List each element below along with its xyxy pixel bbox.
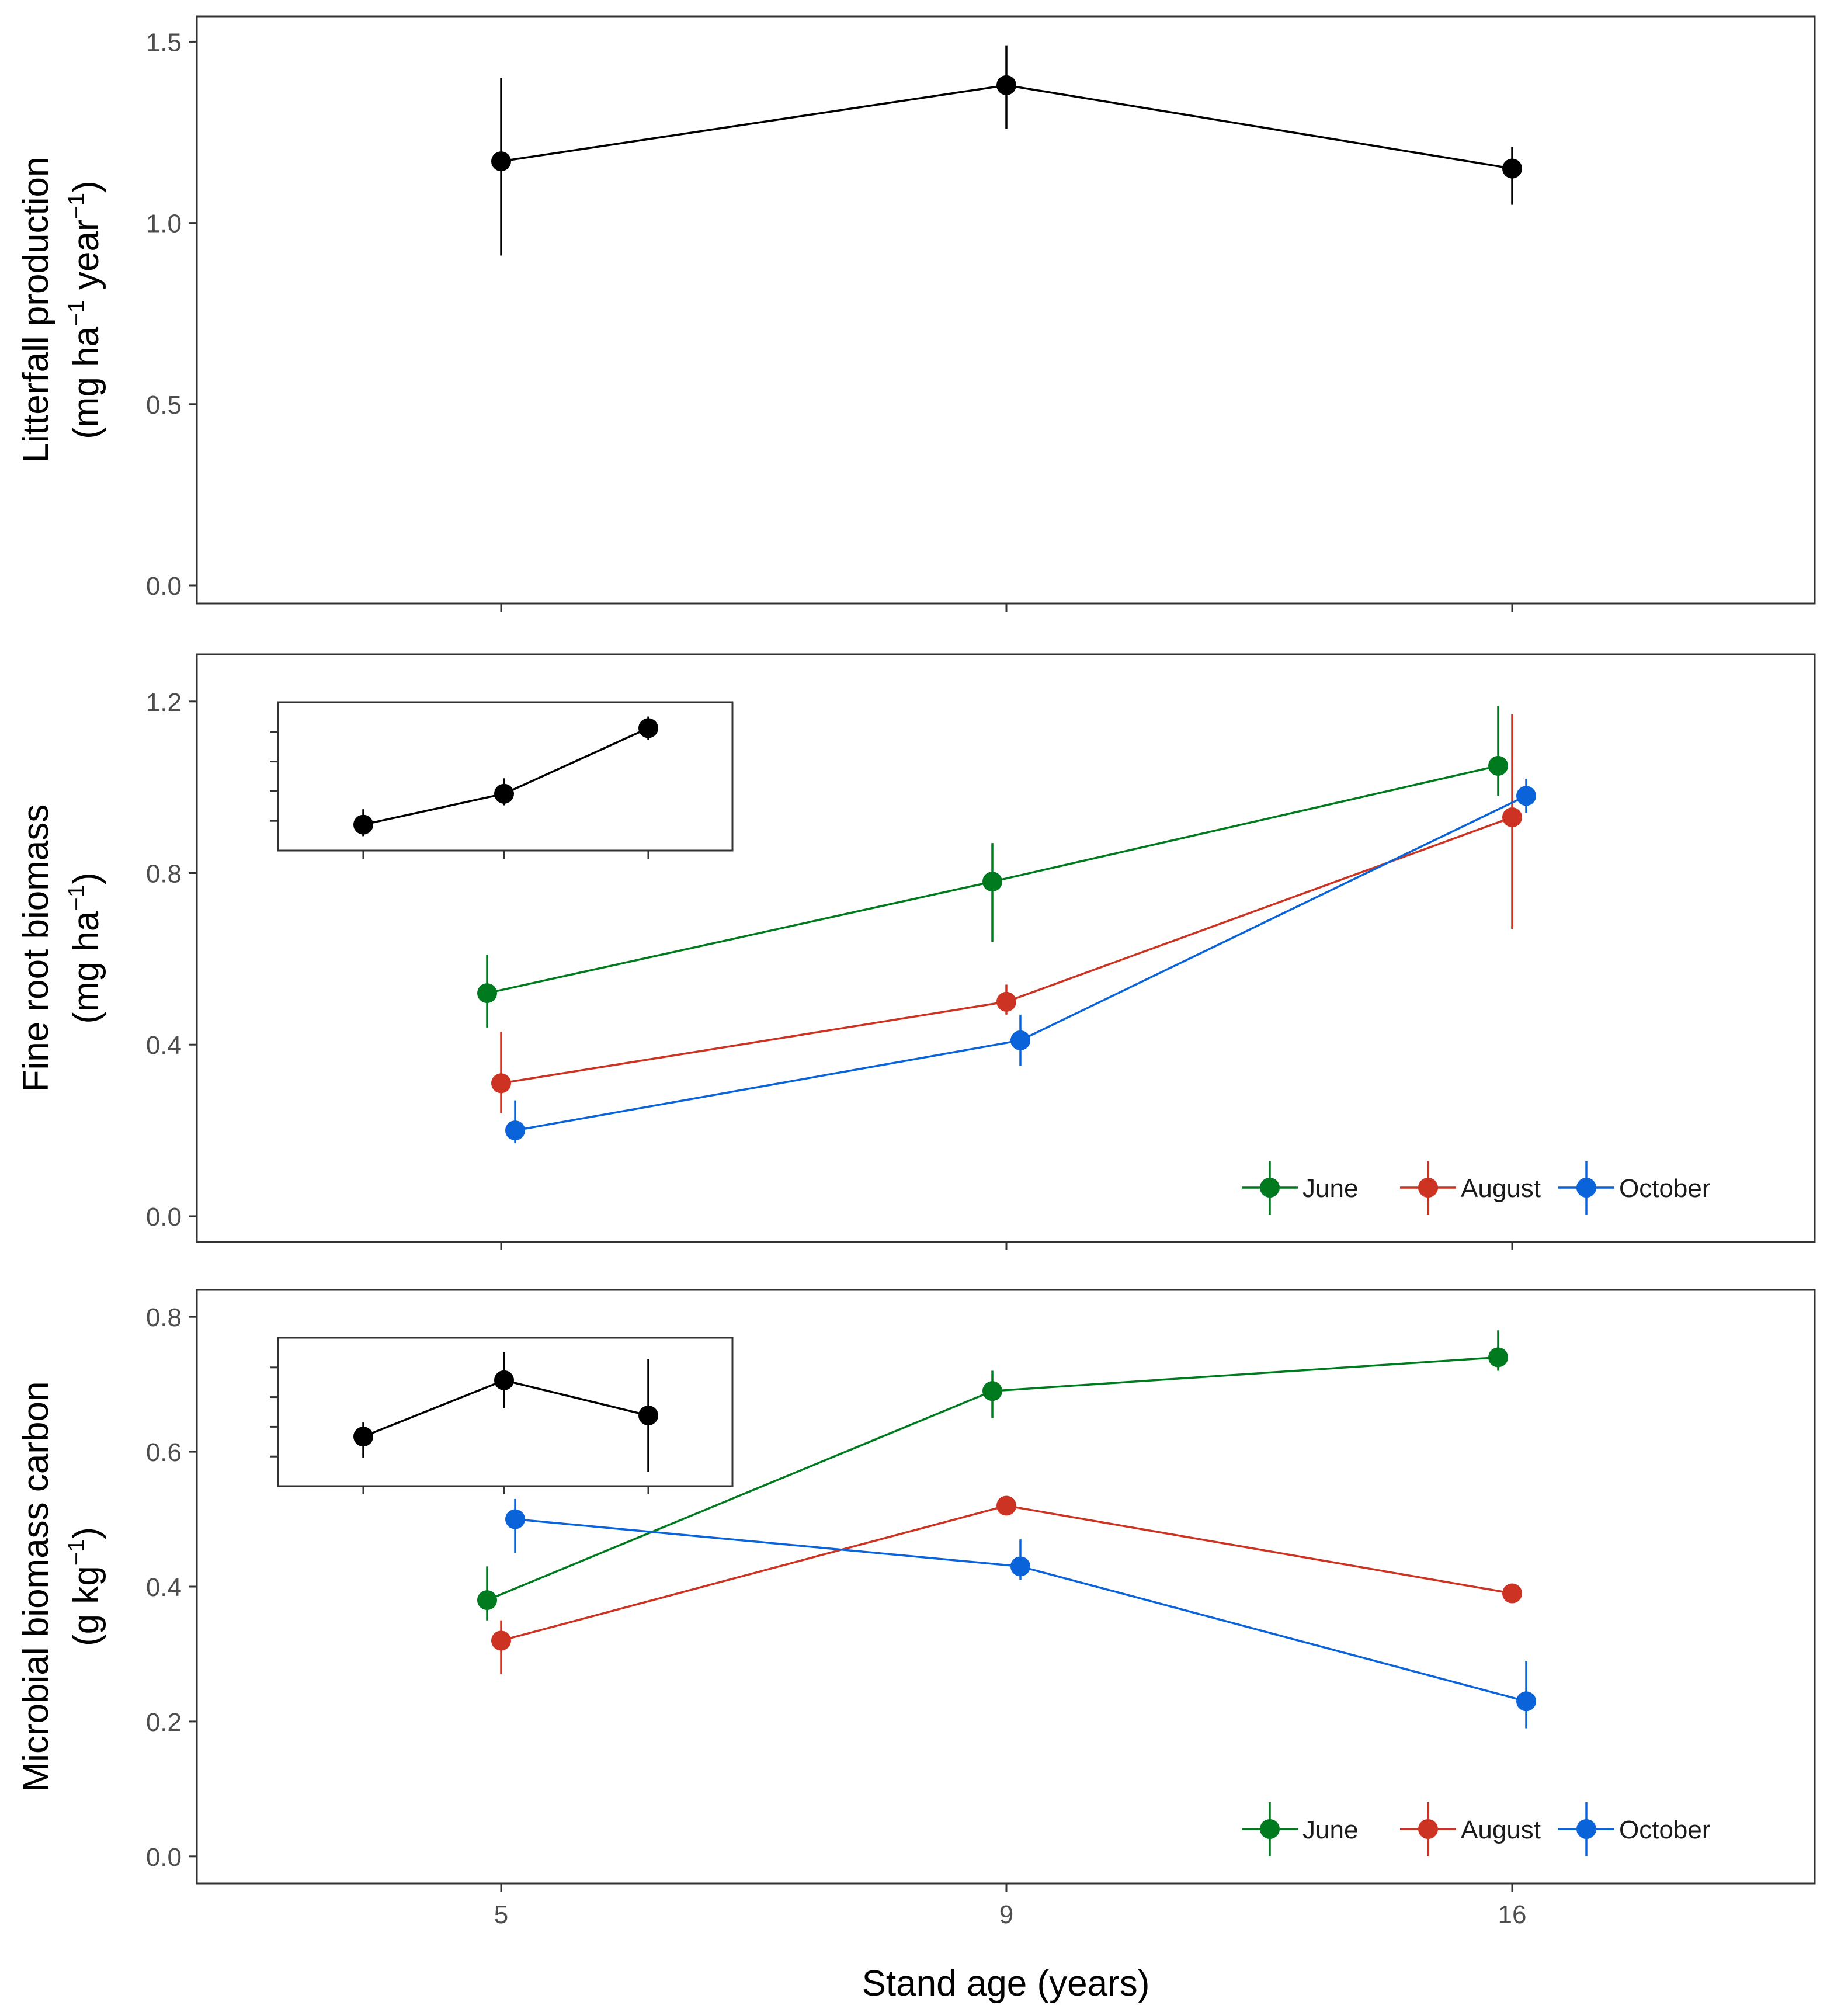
series-october bbox=[505, 778, 1536, 1144]
legend-label: August bbox=[1461, 1174, 1541, 1203]
legend-label: June bbox=[1302, 1816, 1358, 1844]
legend-label: June bbox=[1302, 1174, 1358, 1203]
unit-part: (mg ha bbox=[66, 326, 106, 439]
series-august bbox=[491, 714, 1522, 1113]
inset-plot bbox=[270, 701, 734, 859]
legend-label: October bbox=[1619, 1816, 1711, 1844]
data-point bbox=[1516, 1691, 1536, 1712]
unit-part: (mg ha bbox=[66, 911, 106, 1023]
inset-data-point bbox=[353, 1427, 373, 1447]
y-axis-title: Litterfall production bbox=[16, 157, 56, 463]
data-point bbox=[1502, 158, 1522, 179]
legend-label: October bbox=[1619, 1174, 1711, 1203]
data-point bbox=[1502, 807, 1522, 828]
data-point bbox=[505, 1509, 525, 1529]
data-point bbox=[996, 1495, 1016, 1516]
series-june bbox=[477, 706, 1508, 1028]
data-point bbox=[1502, 1583, 1522, 1604]
legend-key-point bbox=[1418, 1819, 1438, 1839]
series-all bbox=[491, 45, 1522, 256]
data-point bbox=[491, 1073, 511, 1094]
data-point bbox=[982, 872, 1002, 892]
x-tick-label: 16 bbox=[1498, 1900, 1527, 1929]
inset-data-point bbox=[638, 1406, 658, 1426]
inset-plot bbox=[270, 1337, 734, 1494]
legend-key-point bbox=[1576, 1819, 1596, 1839]
y-tick-label: 1.0 bbox=[146, 210, 182, 238]
panel-middle: 0.0 0.4 0.8 1.2 Fine root biomass (mg ha−1) Ju… bbox=[16, 653, 1816, 1250]
data-point bbox=[505, 1120, 525, 1141]
legend-key-point bbox=[1260, 1819, 1280, 1839]
unit-exponent: −1 bbox=[64, 884, 89, 911]
y-tick-label: 1.5 bbox=[146, 28, 182, 57]
data-point bbox=[1010, 1556, 1030, 1577]
inset-data-point bbox=[638, 718, 658, 738]
unit-part: ) bbox=[66, 1527, 106, 1539]
y-tick-label: 0.4 bbox=[146, 1031, 182, 1060]
y-tick-label: 0.2 bbox=[146, 1708, 182, 1737]
y-axis-unit: (mg ha−1) bbox=[64, 872, 106, 1023]
y-tick-label: 0.8 bbox=[146, 1303, 182, 1332]
y-tick-label: 0.0 bbox=[146, 1203, 182, 1231]
x-tick-label: 9 bbox=[999, 1900, 1013, 1929]
y-tick-label: 0.0 bbox=[146, 1843, 182, 1872]
y-tick-label: 0.0 bbox=[146, 572, 182, 601]
y-axis-unit: (mg ha−1 year−1) bbox=[64, 181, 106, 439]
y-axis-title: Microbial biomass carbon bbox=[16, 1382, 56, 1792]
x-axis-title: Stand age (years) bbox=[862, 1963, 1150, 2004]
series-october bbox=[505, 1498, 1536, 1729]
inset-data-point bbox=[494, 783, 514, 804]
data-point bbox=[1488, 1347, 1508, 1368]
y-axis-title: Fine root biomass bbox=[16, 804, 56, 1092]
data-point bbox=[1516, 786, 1536, 806]
y-tick-label: 0.4 bbox=[146, 1573, 182, 1602]
legend-key-point bbox=[1260, 1178, 1280, 1198]
y-tick-label: 0.8 bbox=[146, 859, 182, 888]
data-point bbox=[491, 1630, 511, 1651]
y-tick-label: 0.5 bbox=[146, 391, 182, 419]
unit-part: ) bbox=[66, 872, 106, 884]
legend-key-point bbox=[1576, 1178, 1596, 1198]
legend: June August October bbox=[1242, 1802, 1711, 1856]
y-tick-label: 1.2 bbox=[146, 688, 182, 717]
x-tick-label: 5 bbox=[494, 1900, 508, 1929]
inset-data-point bbox=[494, 1370, 514, 1390]
y-axis-unit: (g kg−1) bbox=[64, 1527, 106, 1646]
data-point bbox=[996, 75, 1016, 95]
data-point bbox=[477, 983, 497, 1004]
data-point bbox=[996, 991, 1016, 1012]
y-tick-label: 0.6 bbox=[146, 1438, 182, 1467]
legend-key-point bbox=[1418, 1178, 1438, 1198]
inset-frame bbox=[277, 1337, 734, 1487]
series-line bbox=[501, 1504, 1513, 1642]
unit-exponent: −1 bbox=[64, 193, 89, 220]
unit-exponent: −1 bbox=[64, 300, 89, 327]
series-june bbox=[477, 1330, 1508, 1621]
unit-part: ) bbox=[66, 181, 106, 193]
legend-label: August bbox=[1461, 1816, 1541, 1844]
unit-exponent: −1 bbox=[64, 1539, 89, 1566]
data-point bbox=[477, 1590, 497, 1611]
legend: June August October bbox=[1242, 1161, 1711, 1215]
data-point bbox=[982, 1381, 1002, 1401]
data-point bbox=[1010, 1030, 1030, 1050]
unit-part: (g kg bbox=[66, 1566, 106, 1646]
inset-data-point bbox=[353, 814, 373, 835]
series-august bbox=[491, 1495, 1522, 1675]
panel-bottom: 0.0 0.2 0.4 0.6 0.8 Microbial biomass carbon(… bbox=[16, 1289, 1816, 2004]
unit-part: year bbox=[66, 219, 106, 300]
inset-frame bbox=[277, 701, 734, 852]
data-point bbox=[491, 151, 511, 172]
data-point bbox=[1488, 755, 1508, 776]
